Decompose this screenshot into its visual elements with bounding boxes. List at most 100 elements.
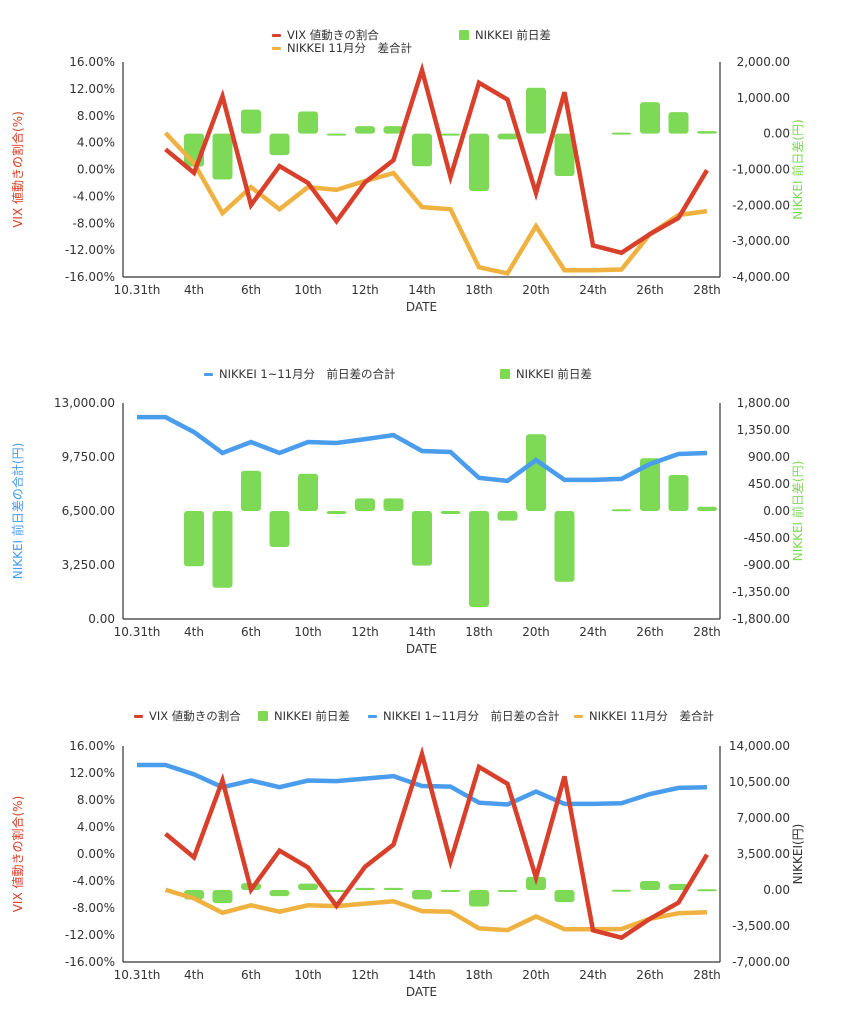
bar-nikkei-daily [526,434,546,511]
x-tick-label: 26th [636,625,664,639]
y-axis-title-left: NIKKEI 前日差の合計(円) [10,443,25,580]
bar-nikkei-daily [440,511,461,514]
y-tick-label-left: 12.00% [69,82,115,96]
bar-nikkei-daily [298,883,318,890]
x-tick-label: 24th [579,968,607,982]
legend-swatch-nikkei-daily [500,369,510,379]
y-tick-label-left: 0.00% [77,847,115,861]
chart3-plot: 16.00% 12.00% 8.00% 4.00% 0.00% -4.00% -8.00% -… [10,739,805,999]
y-tick-label-right: -1,000.00 [732,163,790,177]
x-tick-label: 10.31th [114,283,161,297]
y-axis-title-right: NIKKEI(円) [791,824,805,885]
y-axis-title-left: VIX 値動きの割合(%) [10,111,25,228]
legend-swatch-nikkei-cum-total [204,372,213,376]
legend-swatch-nikkei-daily [258,711,268,721]
y-tick-label-left: 0.00% [77,163,115,177]
y-tick-label-right: -450.00 [744,531,790,545]
legend-item-nikkei-daily: NIKKEI 前日差 [500,366,592,382]
legend-swatch-nikkei-cum-total [368,714,377,718]
legend-label: VIX 値動きの割合 [149,709,241,723]
chart1-plot: 16.00% 12.00% 8.00% 4.00% 0.00% -4.00% -8.00% -… [10,55,805,314]
y-tick-label-right: 10,500.00 [729,775,790,789]
chart-vix-vs-nikkei-november: VIX 値動きの割合 NIKKEI 11月分 差合計 NIKKEI 前日差 16… [0,0,845,330]
y-tick-label-right: 7,000.00 [737,811,790,825]
legend-label: NIKKEI 1~11月分 前日差の合計 [219,367,396,381]
chart2-plot: 13,000.00 9,750.00 6,500.00 3,250.00 0.00 1,8… [10,396,805,656]
y-tick-label-right: -7,000.00 [732,955,790,969]
bar-nikkei-daily [383,498,404,511]
x-tick-label: 18th [465,625,493,639]
y-tick-label-left: 16.00% [69,739,115,753]
y-tick-label-left: 13,000.00 [54,396,115,410]
x-tick-label: 20th [522,283,550,297]
y-tick-label-left: -12.00% [65,243,115,257]
y-tick-label-right: -3,000.00 [732,234,790,248]
x-axis-title: DATE [406,985,437,999]
bar-nikkei-daily [212,890,233,904]
bar-nikkei-daily [611,509,632,512]
bar-nikkei-daily [554,890,575,903]
y-tick-label-left: -12.00% [65,928,115,942]
x-tick-label: 18th [465,968,493,982]
x-tick-label: 14th [408,283,436,297]
bar-nikkei-daily [355,498,375,511]
legend-label: NIKKEI 11月分 差合計 [589,709,715,723]
bar-nikkei-daily [554,133,575,176]
line-vix [164,62,709,256]
bar-nikkei-daily [412,133,432,167]
line-nikkei-nov-total [164,887,708,933]
y-tick-label-left: 12.00% [69,766,115,780]
bar-nikkei-daily [554,511,575,582]
y-tick-label-right: 1,350.00 [737,423,790,437]
legend-item-vix: VIX 値動きの割合 [134,708,241,724]
x-tick-label: 12th [351,625,379,639]
y-tick-label-left: 6,500.00 [62,504,115,518]
y-tick-label-right: 14,000.00 [729,739,790,753]
legend-label: NIKKEI 前日差 [516,367,592,381]
y-tick-label-left: 16.00% [69,55,115,69]
y-tick-label-right: -4,000.00 [732,270,790,284]
y-tick-label-right: 2,000.00 [737,55,790,69]
y-tick-label-right: 0.00 [763,127,790,141]
bar-nikkei-daily [697,131,717,134]
bar-nikkei-daily [412,511,432,566]
x-tick-label: 4th [184,968,204,982]
bar-nikkei-daily [668,475,689,511]
bar-nikkei-daily [184,511,204,567]
bar-nikkei-daily [497,133,518,140]
legend-label: NIKKEI 1~11月分 前日差の合計 [383,709,560,723]
y-axis-title-left: VIX 値動きの割合(%) [10,796,25,913]
bar-nikkei-daily [640,880,660,890]
legend-item-nikkei-daily: NIKKEI 前日差 [459,27,551,43]
legend-swatch-nikkei-nov-total [574,714,583,718]
x-tick-label: 6th [241,625,261,639]
x-tick-label: 26th [636,283,664,297]
legend-swatch-vix [134,714,143,718]
bar-nikkei-daily [241,470,261,511]
y-tick-label-left: 0.00 [88,612,115,626]
chart-combined: VIX 値動きの割合 NIKKEI 前日差 NIKKEI 1~11月分 前日差の… [0,680,845,1024]
bar-nikkei-daily [668,112,689,134]
bar-nikkei-daily [469,890,489,907]
bar-nikkei-daily [355,126,375,134]
legend-item-vix: VIX 値動きの割合 [272,27,379,43]
bar-nikkei-daily [440,890,461,892]
y-tick-label-right: 900.00 [748,450,790,464]
y-tick-label-right: -1,800.00 [732,612,790,626]
x-tick-label: 6th [241,968,261,982]
legend-swatch-nikkei-daily [459,30,469,40]
bar-nikkei-daily [212,133,233,180]
bar-nikkei-daily [497,511,518,521]
y-tick-label-left: -8.00% [73,901,115,915]
bar-nikkei-daily [697,506,717,511]
x-tick-label: 10th [294,283,322,297]
x-tick-label: 10.31th [114,625,161,639]
line-nikkei-cum-total [137,762,708,807]
y-tick-label-right: -900.00 [744,558,790,572]
bar-nikkei-daily [668,883,689,890]
y-tick-label-left: 3,250.00 [62,558,115,572]
y-tick-label-right: 1,800.00 [737,396,790,410]
bar-nikkei-daily [269,890,290,897]
legend-item-nikkei-daily: NIKKEI 前日差 [258,708,350,724]
bar-nikkei-daily [440,133,461,136]
